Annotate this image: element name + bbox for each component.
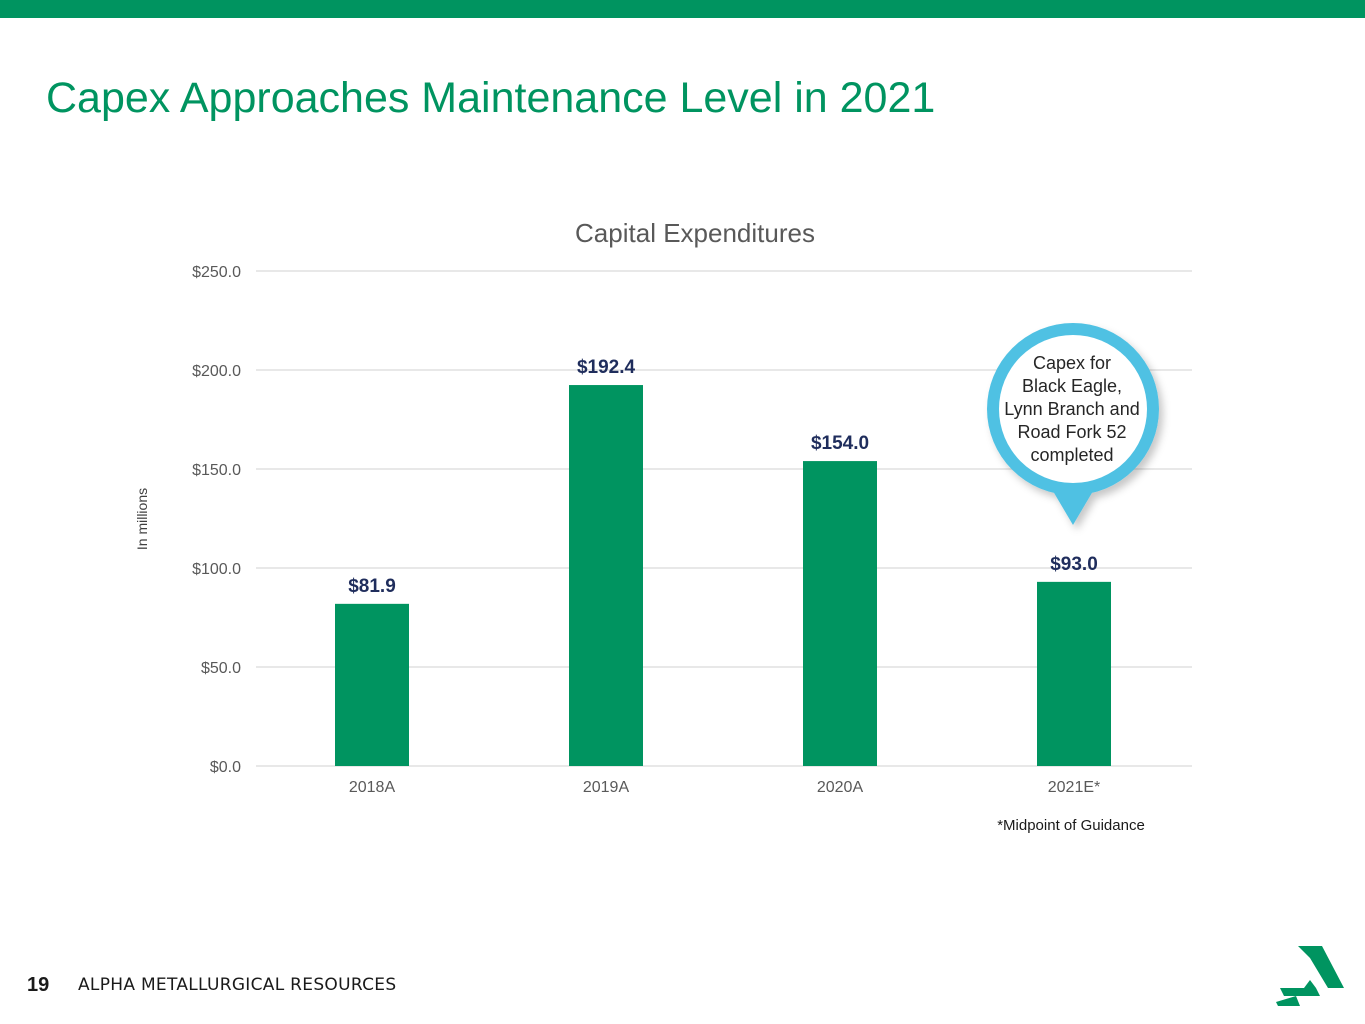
company-name: ALPHA METALLURGICAL RESOURCES [78,975,397,995]
y-tick-label: $50.0 [201,660,241,677]
callout-text-line: completed [1030,445,1113,465]
bar-value-label: $192.4 [577,357,636,378]
chart-footnote: *Midpoint of Guidance [997,817,1145,834]
callout-inner [999,335,1147,483]
callout-text-line: Capex for [1033,353,1111,373]
bar-value-label: $81.9 [348,576,396,597]
x-tick-label: 2019A [583,779,630,796]
y-tick-label: $250.0 [192,264,241,281]
slide-title: Capex Approaches Maintenance Level in 20… [46,74,936,122]
callout-pointer [1047,481,1099,525]
y-tick-label: $0.0 [210,759,241,776]
bar-value-label: $154.0 [811,433,869,454]
bar-2018a [335,603,409,766]
top-accent-bar [0,0,1365,18]
page-number: 19 [27,974,50,996]
bar-2021e [1037,581,1111,766]
bar-value-label: $93.0 [1050,554,1098,575]
company-logo [1276,946,1344,1006]
y-tick-label: $100.0 [192,561,241,578]
bar-2019a [569,385,643,766]
x-tick-label: 2018A [349,779,396,796]
callout-text-line: Black Eagle, [1022,376,1122,396]
y-tick-label: $150.0 [192,462,241,479]
x-tick-label: 2020A [817,779,864,796]
y-axis-label: In millions [134,488,150,550]
callout-text-line: Road Fork 52 [1017,422,1126,442]
bar-2020a [803,461,877,766]
chart-title: Capital Expenditures [575,218,815,248]
y-tick-label: $200.0 [192,363,241,380]
callout-text-line: Lynn Branch and [1004,399,1139,419]
x-tick-label: 2021E* [1048,779,1101,796]
